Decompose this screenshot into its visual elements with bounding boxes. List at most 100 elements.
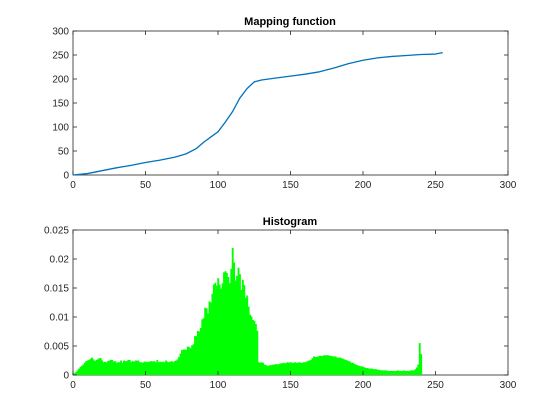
histogram-bar [370,368,373,375]
x-tick-label: 0 [70,180,76,191]
histogram-bar [341,358,344,375]
histogram-bar [159,361,162,375]
histogram-bar [223,272,225,375]
histogram-bar [202,318,205,375]
histogram-bar [384,370,386,375]
histogram-bar [108,360,111,375]
histogram-bar [140,362,143,375]
histogram-bar [205,308,208,375]
histogram-bar [415,367,418,375]
mapping-function-plot-area [72,30,509,176]
histogram-bar [279,363,282,375]
histogram-bar [104,361,107,375]
histogram-bar [334,356,337,375]
histogram-bar [244,297,247,375]
mapping-function-marks [72,51,443,176]
x-tick-label: 200 [355,380,372,391]
histogram-bar [186,346,189,375]
histogram-bar [166,361,169,375]
y-tick-label: 0 [63,171,69,182]
histogram-bar [246,295,249,375]
histogram-bar [207,313,209,375]
histogram-bar [141,362,144,375]
histogram-bar [138,362,141,375]
histogram-bar [78,368,80,375]
histogram-bar [276,364,279,375]
histogram-bar [407,370,410,375]
histogram-bar [217,278,220,375]
histogram-bar [355,364,357,375]
histogram-bar [263,364,266,375]
histogram-bar [185,350,188,375]
histogram-bar [299,362,302,375]
histogram-bar [395,370,398,375]
histogram-bar [86,360,89,375]
x-tick-label: 300 [500,380,517,391]
histogram-bar [227,276,230,375]
histogram-bar [260,362,263,375]
histogram-bar [89,358,92,375]
histogram-bar [405,370,408,375]
histogram-bar [123,360,125,375]
histogram-bar [278,363,281,375]
histogram-bar [173,361,176,375]
histogram-bar [195,336,198,375]
histogram-bar [178,357,180,375]
histogram-bar [156,359,159,375]
histogram-bar [105,362,108,375]
histogram-bar [160,362,163,375]
histogram-bar [308,360,311,375]
histogram-bar [239,274,241,375]
histogram-bar [420,354,423,375]
histogram-bar [120,360,122,375]
histogram-bar [137,360,140,375]
histogram-bar [147,361,150,375]
histogram-bar [381,370,383,375]
histogram-bar [382,370,385,375]
histogram-bar [375,369,378,375]
y-tick-label: 0.015 [44,284,69,295]
histogram-ticks: 0 50 100 150 200 250 300 0 0.005 0.01 0.015 0.02 0.0… [44,226,517,392]
histogram-bar [275,363,278,375]
histogram-bar [163,362,166,375]
histogram-bar [215,285,218,375]
histogram-bar [265,365,267,375]
y-tick-label: 300 [52,27,69,38]
histogram-bar [379,370,382,375]
histogram-bar [88,359,91,375]
x-tick-label: 100 [210,180,227,191]
histogram-bar [259,362,262,375]
mapping-function-ticks: 0 50 100 150 200 250 300 0 50 100 150 200 250 300 [52,27,516,192]
histogram-bar [305,361,308,375]
histogram-axes: Histogram 0 50 100 150 200 250 300 0 0.005 0.01 0.… [44,216,517,391]
y-tick-label: 0.01 [50,313,70,324]
histogram-bar [96,359,99,375]
histogram-bar [411,370,414,375]
histogram-bar [389,370,392,375]
histogram-bar [154,362,157,375]
y-tick-label: 0.02 [50,255,70,266]
histogram-bar [323,355,325,375]
histogram-bar [201,319,204,375]
histogram-bar [170,361,173,375]
histogram-bar [304,362,307,375]
histogram-bar [372,369,375,375]
x-tick-label: 50 [140,180,152,191]
histogram-bar [153,361,156,375]
histogram-bar [314,357,317,375]
histogram-bar [179,353,182,375]
y-tick-label: 0 [63,371,69,382]
histogram-bar [288,362,291,375]
histogram-bar [392,370,395,375]
histogram-bar [112,361,115,375]
histogram-bar [208,301,211,375]
histogram-bar [350,362,353,375]
mapping-function-title: Mapping function [244,16,336,28]
histogram-bar [353,363,356,375]
histogram-bar [94,361,96,375]
histogram-bar [146,362,149,375]
histogram-bar [363,367,366,375]
histogram-bar [162,361,165,375]
histogram-bar [291,362,294,375]
